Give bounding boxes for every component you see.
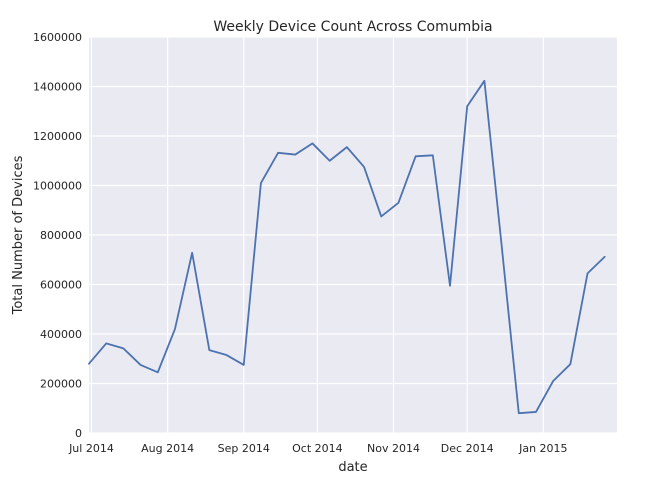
y-tick-label: 400000 — [40, 328, 82, 341]
y-tick-label: 1200000 — [33, 130, 82, 143]
x-tick-label: Sep 2014 — [218, 442, 270, 455]
y-axis-label: Total Number of Devices — [11, 155, 26, 315]
y-tick-label: 600000 — [40, 279, 82, 292]
x-tick-label: Jul 2014 — [68, 442, 114, 455]
series-layer — [88, 79, 606, 415]
y-tick-label: 800000 — [40, 229, 82, 242]
x-tick-label: Dec 2014 — [441, 442, 494, 455]
y-tick-label: 0 — [75, 427, 82, 440]
x-tick-label: Jan 2015 — [518, 442, 567, 455]
y-tick-label: 1400000 — [33, 81, 82, 94]
y-tick-label: 1000000 — [33, 180, 82, 193]
tick-labels: 0 200000 400000 600000 800000 1000000 1200000 1… — [33, 31, 568, 455]
x-tick-label: Oct 2014 — [292, 442, 343, 455]
chart-title: Weekly Device Count Across Comumbia — [213, 19, 492, 35]
series-line — [88, 79, 606, 415]
x-tick-label: Aug 2014 — [141, 442, 194, 455]
x-axis-label: date — [338, 460, 367, 475]
y-tick-label: 1600000 — [33, 31, 82, 44]
x-tick-label: Nov 2014 — [367, 442, 420, 455]
gridlines — [89, 36, 617, 434]
y-tick-label: 200000 — [40, 378, 82, 391]
